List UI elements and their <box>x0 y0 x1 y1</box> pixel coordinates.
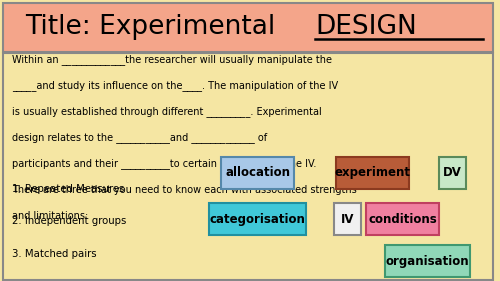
FancyBboxPatch shape <box>336 157 409 189</box>
FancyBboxPatch shape <box>2 53 492 280</box>
Text: There are three that you need to know each with associated strengths: There are three that you need to know ea… <box>12 185 357 195</box>
FancyBboxPatch shape <box>2 3 492 52</box>
Text: 2. Independent groups: 2. Independent groups <box>12 216 127 226</box>
Text: and limitations:: and limitations: <box>12 211 89 221</box>
Text: 3. Matched pairs: 3. Matched pairs <box>12 249 97 259</box>
Text: 1. Repeated Measures: 1. Repeated Measures <box>12 184 125 194</box>
Text: Title: Experimental: Title: Experimental <box>25 14 283 40</box>
Text: design relates to the ___________and _____________ of: design relates to the ___________and ___… <box>12 132 268 143</box>
FancyBboxPatch shape <box>385 245 470 278</box>
Text: experiment: experiment <box>334 166 410 179</box>
FancyBboxPatch shape <box>221 157 294 189</box>
Text: conditions: conditions <box>368 213 437 226</box>
Text: Within an _____________the researcher will usually manipulate the: Within an _____________the researcher wi… <box>12 54 332 65</box>
Text: _____and study its influence on the____. The manipulation of the IV: _____and study its influence on the____.… <box>12 80 338 91</box>
Text: participants and their __________to certain conditions of the IV.: participants and their __________to cert… <box>12 158 317 169</box>
Text: IV: IV <box>341 213 354 226</box>
Text: allocation: allocation <box>225 166 290 179</box>
Text: categorisation: categorisation <box>210 213 306 226</box>
FancyBboxPatch shape <box>334 203 361 235</box>
Text: DV: DV <box>443 166 462 179</box>
FancyBboxPatch shape <box>366 203 440 235</box>
Text: DESIGN: DESIGN <box>315 14 417 40</box>
FancyBboxPatch shape <box>209 203 306 235</box>
FancyBboxPatch shape <box>439 157 466 189</box>
Text: is usually established through different _________. Experimental: is usually established through different… <box>12 106 322 117</box>
Text: organisation: organisation <box>386 255 469 268</box>
